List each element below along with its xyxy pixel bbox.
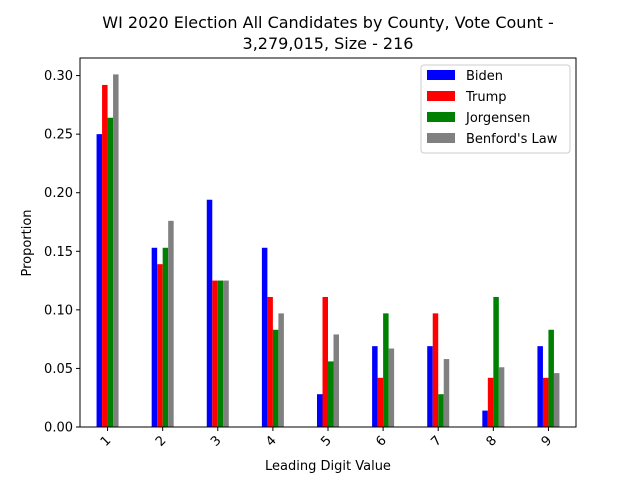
bar-benford-s-law-1 bbox=[113, 74, 119, 428]
chart-title-line-1: WI 2020 Election All Candidates by Count… bbox=[102, 13, 553, 32]
bar-jorgensen-9 bbox=[548, 329, 554, 427]
bar-benford-s-law-6 bbox=[388, 348, 395, 427]
x-tick-label: 3 bbox=[208, 433, 224, 449]
bar-jorgensen-8 bbox=[493, 296, 499, 427]
bar-jorgensen-7 bbox=[438, 394, 444, 427]
legend-swatch-jorgensen bbox=[427, 112, 455, 122]
bar-jorgensen-6 bbox=[383, 313, 389, 427]
x-tick-label: 4 bbox=[263, 433, 279, 449]
bar-benford-s-law-3 bbox=[223, 280, 229, 427]
y-tick-label: 0.25 bbox=[44, 128, 73, 143]
bar-trump-6 bbox=[377, 377, 384, 427]
bar-jorgensen-5 bbox=[328, 361, 334, 427]
bar-biden-4 bbox=[261, 247, 268, 427]
bar-biden-3 bbox=[206, 199, 213, 427]
legend-swatch-benford-s-law bbox=[427, 133, 455, 143]
legend-label-biden: Biden bbox=[466, 69, 503, 84]
legend-label-jorgensen: Jorgensen bbox=[465, 111, 530, 126]
x-tick-label: 6 bbox=[373, 433, 389, 449]
y-tick-label: 0.15 bbox=[44, 245, 73, 260]
bar-benford-s-law-7 bbox=[443, 359, 450, 427]
bar-biden-6 bbox=[372, 346, 378, 427]
x-tick-label: 5 bbox=[318, 433, 334, 449]
bar-biden-9 bbox=[537, 346, 543, 427]
legend-label-trump: Trump bbox=[465, 90, 507, 105]
bar-jorgensen-2 bbox=[162, 247, 169, 427]
y-axis-label: Proportion bbox=[20, 209, 35, 276]
bar-trump-9 bbox=[542, 377, 549, 427]
bar-trump-8 bbox=[487, 377, 494, 427]
bar-trump-5 bbox=[322, 296, 328, 427]
bar-trump-4 bbox=[267, 296, 273, 427]
chart-title-line-2: 3,279,015, Size - 216 bbox=[243, 34, 414, 53]
bar-benford-s-law-2 bbox=[168, 220, 174, 427]
bar-trump-3 bbox=[212, 280, 218, 427]
bar-trump-7 bbox=[432, 313, 439, 427]
x-tick-label: 7 bbox=[429, 433, 445, 449]
legend-swatch-trump bbox=[427, 91, 455, 101]
y-tick-label: 0.10 bbox=[44, 303, 73, 318]
bar-jorgensen-4 bbox=[272, 329, 279, 427]
y-tick-label: 0.05 bbox=[44, 362, 73, 377]
bar-biden-8 bbox=[482, 410, 488, 427]
bar-biden-5 bbox=[317, 394, 323, 427]
bar-biden-7 bbox=[427, 346, 433, 427]
bar-trump-1 bbox=[102, 84, 108, 427]
legend: Biden Trump Jorgensen Benford's Law bbox=[420, 64, 571, 154]
bar-biden-2 bbox=[151, 247, 158, 427]
bar-benford-s-law-9 bbox=[553, 373, 560, 427]
bar-benford-s-law-4 bbox=[278, 313, 284, 427]
x-tick-label: 2 bbox=[153, 433, 169, 449]
bar-jorgensen-3 bbox=[217, 280, 224, 427]
x-tick-label: 9 bbox=[539, 433, 555, 449]
x-tick-label: 1 bbox=[98, 433, 114, 449]
legend-swatch-biden bbox=[427, 70, 455, 80]
x-axis-label: Leading Digit Value bbox=[265, 459, 391, 474]
bar-biden-1 bbox=[96, 134, 103, 427]
x-tick-label: 8 bbox=[484, 433, 500, 449]
legend-label-benford-s-law: Benford's Law bbox=[466, 132, 558, 147]
bar-trump-2 bbox=[157, 264, 163, 427]
y-tick-label: 0.20 bbox=[44, 186, 73, 201]
legend-box bbox=[420, 64, 571, 154]
bar-benford-s-law-5 bbox=[333, 334, 339, 427]
y-tick-label: 0.00 bbox=[44, 421, 73, 436]
y-tick-label: 0.30 bbox=[44, 69, 73, 84]
y-axis: 0.00 0.05 0.10 0.15 0.20 0.25 0.30 bbox=[44, 69, 80, 436]
bar-benford-s-law-8 bbox=[498, 367, 505, 427]
plot-frame bbox=[79, 57, 577, 428]
x-axis: 1 2 3 4 5 6 7 8 9 bbox=[98, 427, 555, 450]
bars-group bbox=[96, 74, 560, 428]
bar-jorgensen-1 bbox=[107, 117, 114, 428]
